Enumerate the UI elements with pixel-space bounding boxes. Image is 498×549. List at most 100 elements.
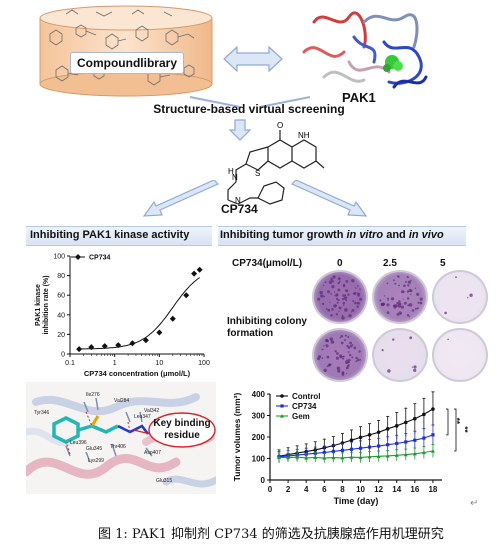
- colony-dot: [330, 277, 333, 281]
- colony-dot: [356, 292, 361, 296]
- colony-dot: [353, 292, 357, 295]
- kinase-x-tick-label: 10: [155, 360, 163, 367]
- kinase-data-point: [115, 342, 122, 349]
- kinase-y-axis-label-line2: inhibition rate (%): [43, 275, 50, 334]
- colony-dot: [406, 297, 410, 300]
- paragraph-mark-icon: ↵: [470, 498, 479, 509]
- colony-dot: [343, 304, 345, 307]
- colony-dot: [335, 313, 339, 316]
- tumor-x-tick-label: 8: [340, 485, 345, 494]
- residue-label: Leu347: [134, 414, 151, 420]
- compound-cylinder-graphic: [39, 5, 213, 97]
- residue-label: Thr406: [110, 444, 126, 450]
- merge-arrow-icon: [180, 95, 320, 111]
- colony-dot: [336, 352, 339, 355]
- colony-plate: [372, 270, 428, 324]
- tumor-x-axis-label: Time (day): [334, 496, 379, 506]
- right-panel-header: Inhibiting tumor growth in vitro and in …: [218, 226, 466, 246]
- colony-dot: [319, 290, 323, 295]
- tumor-point: [367, 454, 372, 459]
- colony-dot: [322, 284, 324, 286]
- tumor-point: [286, 455, 291, 460]
- colony-dot: [398, 300, 401, 303]
- colony-dot: [346, 344, 349, 348]
- tumor-point: [376, 430, 381, 435]
- tumor-point: [404, 440, 408, 444]
- colony-dot: [357, 285, 359, 287]
- tumor-point: [431, 407, 435, 411]
- kinase-legend-label: CP734: [89, 255, 111, 262]
- significance-mark: **: [460, 426, 469, 433]
- colony-dot: [335, 293, 339, 296]
- colony-dot: [469, 293, 473, 297]
- colony-dot: [351, 356, 354, 359]
- colony-dot: [406, 290, 410, 293]
- colony-dot: [359, 288, 361, 290]
- colony-dot: [325, 338, 329, 343]
- tumor-point: [358, 446, 363, 450]
- colony-dot: [408, 315, 410, 318]
- tumor-x-tick-label: 2: [286, 485, 291, 494]
- key-binding-callout: Key binding residue: [150, 418, 214, 442]
- colony-dot: [338, 311, 340, 313]
- colony-dot: [321, 348, 323, 350]
- colony-dot: [336, 366, 341, 371]
- colony-dot: [345, 366, 349, 370]
- docking-image: Ile276 Val284 Tyr346 Leu396 Glu345 Lys299 Val3…: [26, 382, 216, 494]
- tumor-x-tick-label: 18: [428, 485, 437, 494]
- colony-dot: [409, 336, 413, 340]
- colony-dot: [397, 304, 402, 308]
- kinase-y-tick-label: 80: [57, 273, 65, 280]
- colony-dot: [347, 346, 351, 349]
- colony-plate: [312, 328, 368, 382]
- callout-text: Key binding residue: [153, 418, 211, 441]
- colony-dot: [390, 297, 395, 301]
- colony-dot: [320, 294, 324, 298]
- tumor-point: [386, 443, 390, 447]
- colony-dot: [330, 314, 333, 317]
- kinase-x-tick-label: 100: [198, 360, 210, 367]
- colony-dot: [419, 301, 423, 305]
- left-panel-title: Inhibiting PAK1 kinase activity: [30, 229, 190, 241]
- colony-dot: [337, 299, 340, 302]
- colony-dot: [325, 344, 327, 346]
- atom-n1: N: [232, 173, 238, 182]
- colony-dot: [328, 280, 333, 284]
- colony-dot: [344, 308, 348, 312]
- colony-dot: [347, 358, 351, 362]
- tumor-line-cp734: [279, 434, 434, 458]
- colony-dot: [334, 291, 336, 293]
- colony-dot: [323, 368, 327, 372]
- significance-bracket: [454, 408, 457, 452]
- colony-dot: [330, 293, 332, 295]
- tumor-y-tick-label: 400: [252, 390, 266, 399]
- colony-dot: [347, 293, 350, 296]
- colony-dot: [337, 277, 341, 281]
- tumor-legend-label: Control: [292, 392, 320, 401]
- tumor-point: [394, 424, 399, 428]
- colony-dots: [317, 334, 362, 376]
- tumor-point: [349, 438, 354, 443]
- colony-dot: [323, 345, 325, 347]
- residue-label: Val284: [114, 398, 129, 404]
- tumor-y-axis-label: Tumor volumes (mm³): [232, 393, 242, 482]
- kinase-data-point: [183, 292, 190, 299]
- colony-dot: [402, 298, 404, 300]
- atom-o: O: [277, 121, 283, 130]
- colony-dot: [381, 349, 384, 352]
- colony-dot: [410, 279, 412, 282]
- figure-caption: 图 1: PAK1 抑制剂 CP734 的筛选及抗胰腺癌作用机理研究: [98, 527, 444, 542]
- tumor-point: [413, 416, 417, 421]
- residue-label: Glu345: [86, 446, 102, 452]
- tumor-point: [349, 447, 354, 451]
- colony-dot: [350, 311, 353, 313]
- colony-dot: [348, 364, 350, 366]
- tumor-legend-marker: [280, 414, 284, 418]
- tumor-x-tick-label: 10: [356, 485, 365, 494]
- atom-nh: NH: [298, 131, 310, 140]
- tumor-point: [304, 455, 309, 460]
- screening-label: Structure-based virtual screening: [153, 102, 345, 116]
- cp734-molecule: O NH S H N N: [198, 112, 348, 208]
- cp734-label: CP734: [221, 202, 258, 216]
